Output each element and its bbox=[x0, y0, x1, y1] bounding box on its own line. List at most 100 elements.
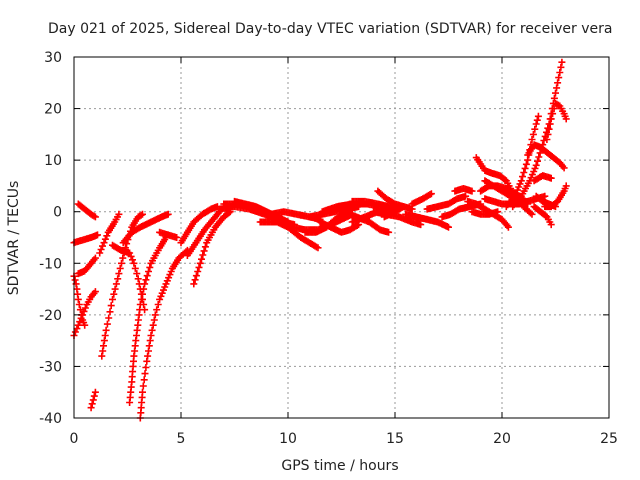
data-point-marker bbox=[131, 264, 139, 272]
x-tick-label: 0 bbox=[70, 431, 79, 447]
y-tick-label: -10 bbox=[39, 256, 62, 272]
data-point-marker bbox=[151, 311, 159, 319]
data-point-marker bbox=[532, 161, 540, 169]
data-point-marker bbox=[154, 301, 162, 308]
data-point-marker bbox=[555, 74, 563, 82]
data-point-marker bbox=[99, 242, 106, 250]
data-point-marker bbox=[91, 388, 99, 396]
series-s16 bbox=[190, 208, 234, 288]
data-point-marker bbox=[134, 275, 142, 283]
data-point-marker bbox=[552, 203, 559, 211]
data-point-marker bbox=[501, 176, 509, 184]
data-point-marker bbox=[557, 63, 565, 71]
data-point-marker bbox=[139, 382, 147, 390]
series-s4 bbox=[74, 254, 99, 278]
data-point-marker bbox=[529, 130, 537, 138]
y-tick-label: 10 bbox=[44, 153, 62, 169]
data-point-marker bbox=[79, 311, 87, 319]
data-point-marker bbox=[137, 295, 145, 303]
data-point-marker bbox=[76, 306, 84, 314]
data-point-marker bbox=[91, 288, 99, 296]
series-s10 bbox=[126, 234, 170, 406]
data-point-marker bbox=[147, 332, 155, 339]
data-point-marker bbox=[545, 125, 553, 133]
data-point-marker bbox=[119, 254, 127, 262]
data-point-marker bbox=[519, 173, 526, 181]
data-point-marker bbox=[549, 110, 557, 118]
data-point-marker bbox=[542, 212, 550, 220]
data-point-marker bbox=[91, 254, 99, 262]
data-point-marker bbox=[173, 234, 181, 241]
series-s3 bbox=[70, 288, 99, 339]
data-point-marker bbox=[107, 302, 115, 310]
data-point-marker bbox=[550, 94, 558, 102]
series-s47 bbox=[524, 141, 568, 172]
axis-ticks bbox=[73, 56, 610, 419]
data-point-marker bbox=[139, 210, 146, 218]
x-tick-label: 20 bbox=[493, 431, 511, 447]
data-point-marker bbox=[198, 255, 205, 263]
data-point-marker bbox=[535, 153, 543, 161]
data-series-layer bbox=[70, 58, 570, 422]
data-point-marker bbox=[468, 187, 476, 195]
data-point-marker bbox=[110, 290, 118, 298]
series-s19 bbox=[220, 200, 271, 216]
data-point-marker bbox=[527, 209, 534, 217]
data-point-marker bbox=[130, 259, 138, 267]
data-point-marker bbox=[558, 58, 566, 66]
y-tick-label: -20 bbox=[39, 308, 62, 324]
data-point-marker bbox=[522, 160, 530, 168]
data-point-marker bbox=[98, 352, 106, 360]
x-tick-label: 25 bbox=[600, 431, 618, 447]
series-s26 bbox=[316, 218, 363, 236]
data-point-marker bbox=[164, 210, 172, 218]
data-point-marker bbox=[81, 321, 89, 329]
data-point-marker bbox=[71, 276, 79, 284]
series-s8 bbox=[96, 210, 123, 257]
data-point-marker bbox=[91, 213, 99, 221]
data-point-marker bbox=[126, 249, 134, 257]
data-point-marker bbox=[140, 376, 148, 384]
data-point-marker bbox=[89, 396, 97, 404]
y-axis-label: SDTVAR / TECUs bbox=[6, 181, 22, 296]
data-point-marker bbox=[101, 235, 109, 243]
data-point-marker bbox=[141, 280, 149, 288]
data-point-marker bbox=[544, 124, 552, 132]
data-point-marker bbox=[90, 212, 98, 220]
data-point-marker bbox=[445, 223, 452, 231]
data-point-marker bbox=[494, 208, 502, 216]
series-s1 bbox=[70, 231, 101, 247]
data-point-marker bbox=[111, 285, 119, 293]
y-tick-label: 0 bbox=[53, 205, 62, 221]
data-point-marker bbox=[137, 211, 145, 219]
data-point-marker bbox=[97, 246, 105, 253]
data-point-marker bbox=[101, 332, 109, 339]
series-s21 bbox=[267, 208, 324, 223]
data-point-marker bbox=[88, 400, 96, 408]
data-point-marker bbox=[520, 169, 528, 176]
data-point-marker bbox=[81, 304, 89, 312]
chart-title: Day 021 of 2025, Sidereal Day-to-day VTE… bbox=[48, 21, 612, 37]
data-point-marker bbox=[153, 306, 161, 314]
data-point-marker bbox=[528, 210, 536, 218]
data-point-marker bbox=[547, 221, 555, 229]
data-point-marker bbox=[144, 352, 152, 360]
x-tick-label: 10 bbox=[279, 431, 297, 447]
data-point-marker bbox=[196, 259, 204, 267]
data-point-marker bbox=[94, 231, 101, 239]
data-point-marker bbox=[127, 252, 135, 260]
series-s49 bbox=[530, 172, 555, 185]
data-point-marker bbox=[142, 276, 150, 284]
series-s34 bbox=[408, 190, 435, 208]
data-point-marker bbox=[106, 308, 114, 316]
data-point-marker bbox=[141, 370, 149, 378]
data-point-marker bbox=[129, 256, 136, 264]
data-point-marker bbox=[133, 270, 141, 278]
data-point-marker bbox=[103, 232, 111, 240]
data-point-marker bbox=[149, 321, 157, 329]
data-point-marker bbox=[531, 125, 539, 133]
data-point-marker bbox=[103, 320, 111, 328]
data-point-marker bbox=[109, 295, 116, 303]
data-point-marker bbox=[148, 326, 156, 334]
